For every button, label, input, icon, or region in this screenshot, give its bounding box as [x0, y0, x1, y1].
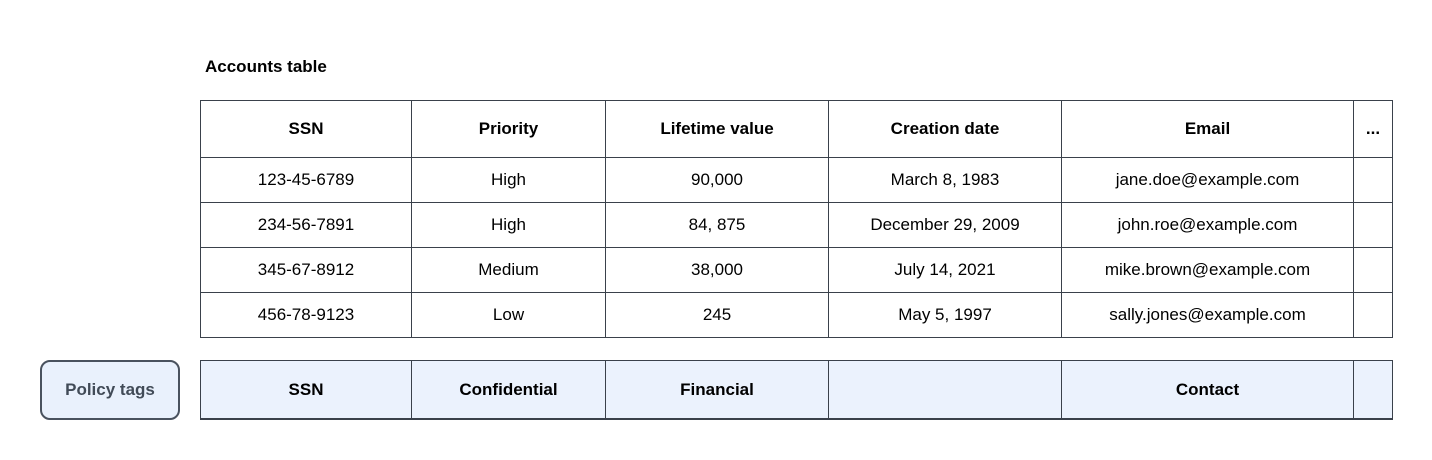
cell-more	[1353, 157, 1393, 203]
cell-lifetime-value: 84, 875	[605, 202, 829, 248]
policy-tag-empty	[828, 360, 1062, 420]
policy-tag-ssn: SSN	[200, 360, 412, 420]
cell-ssn: 456-78-9123	[200, 292, 412, 338]
cell-email: john.roe@example.com	[1061, 202, 1354, 248]
cell-more	[1353, 292, 1393, 338]
cell-lifetime-value: 245	[605, 292, 829, 338]
column-header-more: ...	[1353, 100, 1393, 158]
accounts-header-row: SSN Priority Lifetime value Creation dat…	[200, 100, 1393, 158]
cell-priority: High	[411, 202, 606, 248]
policy-tags-cells: SSN Confidential Financial Contact	[200, 360, 1393, 420]
cell-priority: Low	[411, 292, 606, 338]
cell-ssn: 345-67-8912	[200, 247, 412, 293]
cell-more	[1353, 247, 1393, 293]
column-header-ssn: SSN	[200, 100, 412, 158]
cell-more	[1353, 202, 1393, 248]
cell-email: mike.brown@example.com	[1061, 247, 1354, 293]
column-header-email: Email	[1061, 100, 1354, 158]
policy-tags-button[interactable]: Policy tags	[40, 360, 180, 420]
cell-creation-date: May 5, 1997	[828, 292, 1062, 338]
accounts-table-title: Accounts table	[205, 57, 327, 76]
column-header-priority: Priority	[411, 100, 606, 158]
cell-creation-date: July 14, 2021	[828, 247, 1062, 293]
policy-tag-confidential: Confidential	[411, 360, 606, 420]
cell-email: sally.jones@example.com	[1061, 292, 1354, 338]
cell-creation-date: March 8, 1983	[828, 157, 1062, 203]
table-row: 345-67-8912 Medium 38,000 July 14, 2021 …	[200, 247, 1393, 293]
policy-tags-row: SSN Confidential Financial Contact	[200, 360, 1393, 420]
table-row: 456-78-9123 Low 245 May 5, 1997 sally.jo…	[200, 292, 1393, 338]
cell-creation-date: December 29, 2009	[828, 202, 1062, 248]
accounts-table: SSN Priority Lifetime value Creation dat…	[200, 100, 1393, 338]
column-header-creation-date: Creation date	[828, 100, 1062, 158]
column-header-lifetime-value: Lifetime value	[605, 100, 829, 158]
cell-lifetime-value: 38,000	[605, 247, 829, 293]
cell-email: jane.doe@example.com	[1061, 157, 1354, 203]
cell-ssn: 234-56-7891	[200, 202, 412, 248]
cell-priority: High	[411, 157, 606, 203]
cell-priority: Medium	[411, 247, 606, 293]
table-row: 234-56-7891 High 84, 875 December 29, 20…	[200, 202, 1393, 248]
policy-tag-financial: Financial	[605, 360, 829, 420]
policy-tag-contact: Contact	[1061, 360, 1354, 420]
table-row: 123-45-6789 High 90,000 March 8, 1983 ja…	[200, 157, 1393, 203]
policy-tag-empty-more	[1353, 360, 1393, 420]
cell-ssn: 123-45-6789	[200, 157, 412, 203]
cell-lifetime-value: 90,000	[605, 157, 829, 203]
